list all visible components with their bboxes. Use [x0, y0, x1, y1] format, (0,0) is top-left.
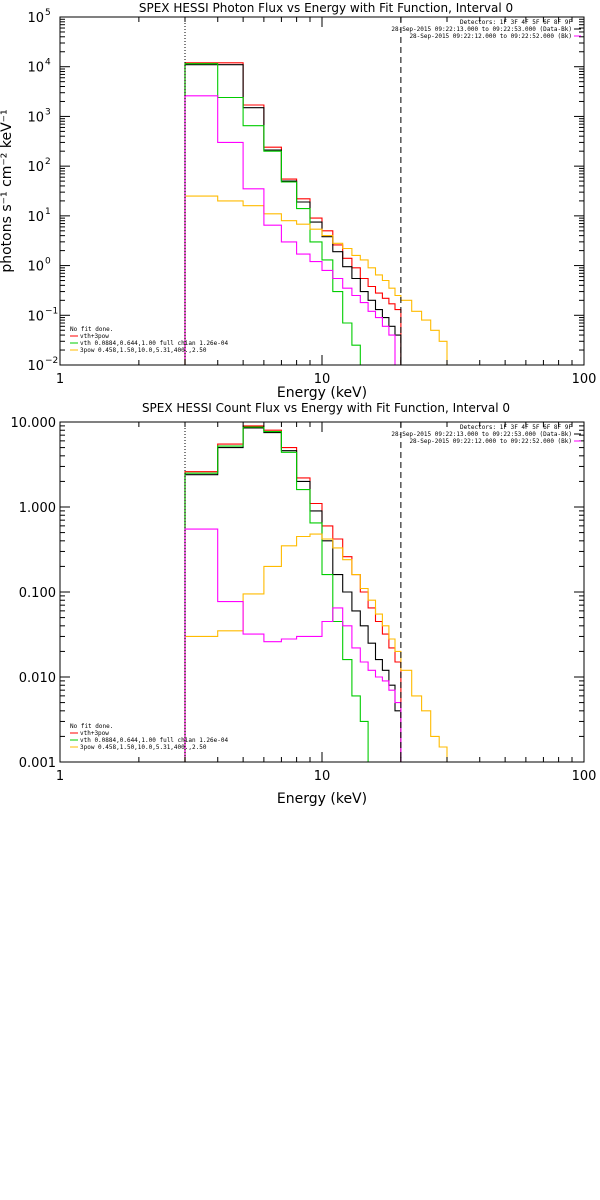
y-tick-exponent: 5 — [45, 8, 51, 18]
y-tick-exponent: 3 — [45, 107, 51, 117]
corner-note-2: 28-Sep-2015 09:22:12.000 to 09:22:52.000… — [409, 438, 572, 445]
y-tick-label: 0.001 — [19, 756, 56, 771]
x-axis-label: Energy (keV) — [277, 791, 367, 807]
chart-title: SPEX HESSI Photon Flux vs Energy with Fi… — [139, 1, 513, 15]
corner-note-1: 28-Sep-2015 09:22:13.000 to 09:22:53.000… — [391, 26, 572, 33]
y-tick-exponent: 4 — [45, 58, 51, 68]
legend-entry-1: vth+3pow — [80, 730, 109, 737]
series-line-3 — [184, 533, 448, 762]
y-tick-label: 10 — [27, 61, 44, 76]
y-tick-label: 10 — [27, 260, 44, 275]
corner-note-1: 28-Sep-2015 09:22:13.000 to 09:22:53.000… — [391, 431, 572, 438]
y-tick-label: 10 — [27, 110, 44, 125]
y-tick-label: 1.000 — [19, 501, 56, 516]
x-axis-label: Energy (keV) — [277, 385, 367, 401]
x-tick-label: 10 — [314, 769, 331, 784]
corner-note-0: Detectors: 1F 3F 4F 5F 6F 8F 9F — [460, 424, 572, 431]
legend-entry-2: vth 0.0884,0.644,1.00 full chian 1.26e-0… — [80, 737, 228, 744]
y-tick-label: 10 — [27, 11, 44, 26]
series-line-2 — [184, 63, 369, 365]
y-tick-label: 10 — [27, 160, 44, 175]
chart-title: SPEX HESSI Count Flux vs Energy with Fit… — [142, 401, 510, 415]
y-tick-exponent: 0 — [45, 257, 51, 267]
series-line-0 — [184, 425, 402, 762]
legend-entry-2: vth 0.0884,0.644,1.00 full chian 1.26e-0… — [80, 340, 228, 347]
series-line-1 — [184, 427, 402, 762]
series-line-4 — [184, 95, 402, 365]
y-tick-exponent: 1 — [45, 207, 51, 217]
legend-entry-0: No fit done. — [70, 326, 113, 333]
x-tick-label: 100 — [572, 372, 597, 387]
series-group — [184, 62, 448, 365]
series-line-4 — [184, 528, 402, 762]
y-tick-exponent: 2 — [45, 157, 51, 167]
x-tick-label: 1 — [56, 769, 64, 784]
y-tick-label: 10 — [27, 359, 44, 374]
photon-flux-chart: SPEX HESSI Photon Flux vs Energy with Fi… — [0, 1, 596, 401]
corner-note-2: 28-Sep-2015 09:22:12.000 to 09:22:52.000… — [409, 33, 572, 40]
x-tick-label: 10 — [314, 372, 331, 387]
series-line-2 — [184, 426, 377, 762]
legend-entry-0: No fit done. — [70, 723, 113, 730]
count-flux-chart: SPEX HESSI Count Flux vs Energy with Fit… — [11, 401, 597, 807]
y-tick-label: 0.100 — [19, 586, 56, 601]
y-tick-exponent: −1 — [45, 306, 58, 316]
legend-entry-3: 3pow 0.458,1.50,10.0,5.31,400.,2.50 — [80, 347, 207, 354]
y-tick-label: 10 — [27, 309, 44, 324]
y-tick-exponent: −2 — [45, 356, 58, 366]
legend-entry-1: vth+3pow — [80, 333, 109, 340]
legend-entry-3: 3pow 0.458,1.50,10.0,5.31,400.,2.50 — [80, 744, 207, 751]
x-tick-label: 1 — [56, 372, 64, 387]
y-axis-label: photons s⁻¹ cm⁻² keV⁻¹ — [0, 109, 15, 272]
series-group — [184, 425, 448, 762]
y-tick-label: 10 — [27, 210, 44, 225]
corner-note-0: Detectors: 1F 3F 4F 5F 6F 8F 9F — [460, 19, 572, 26]
x-tick-label: 100 — [572, 769, 597, 784]
y-tick-label: 10.000 — [11, 416, 57, 431]
y-tick-label: 0.010 — [19, 671, 56, 686]
series-line-3 — [184, 195, 448, 365]
